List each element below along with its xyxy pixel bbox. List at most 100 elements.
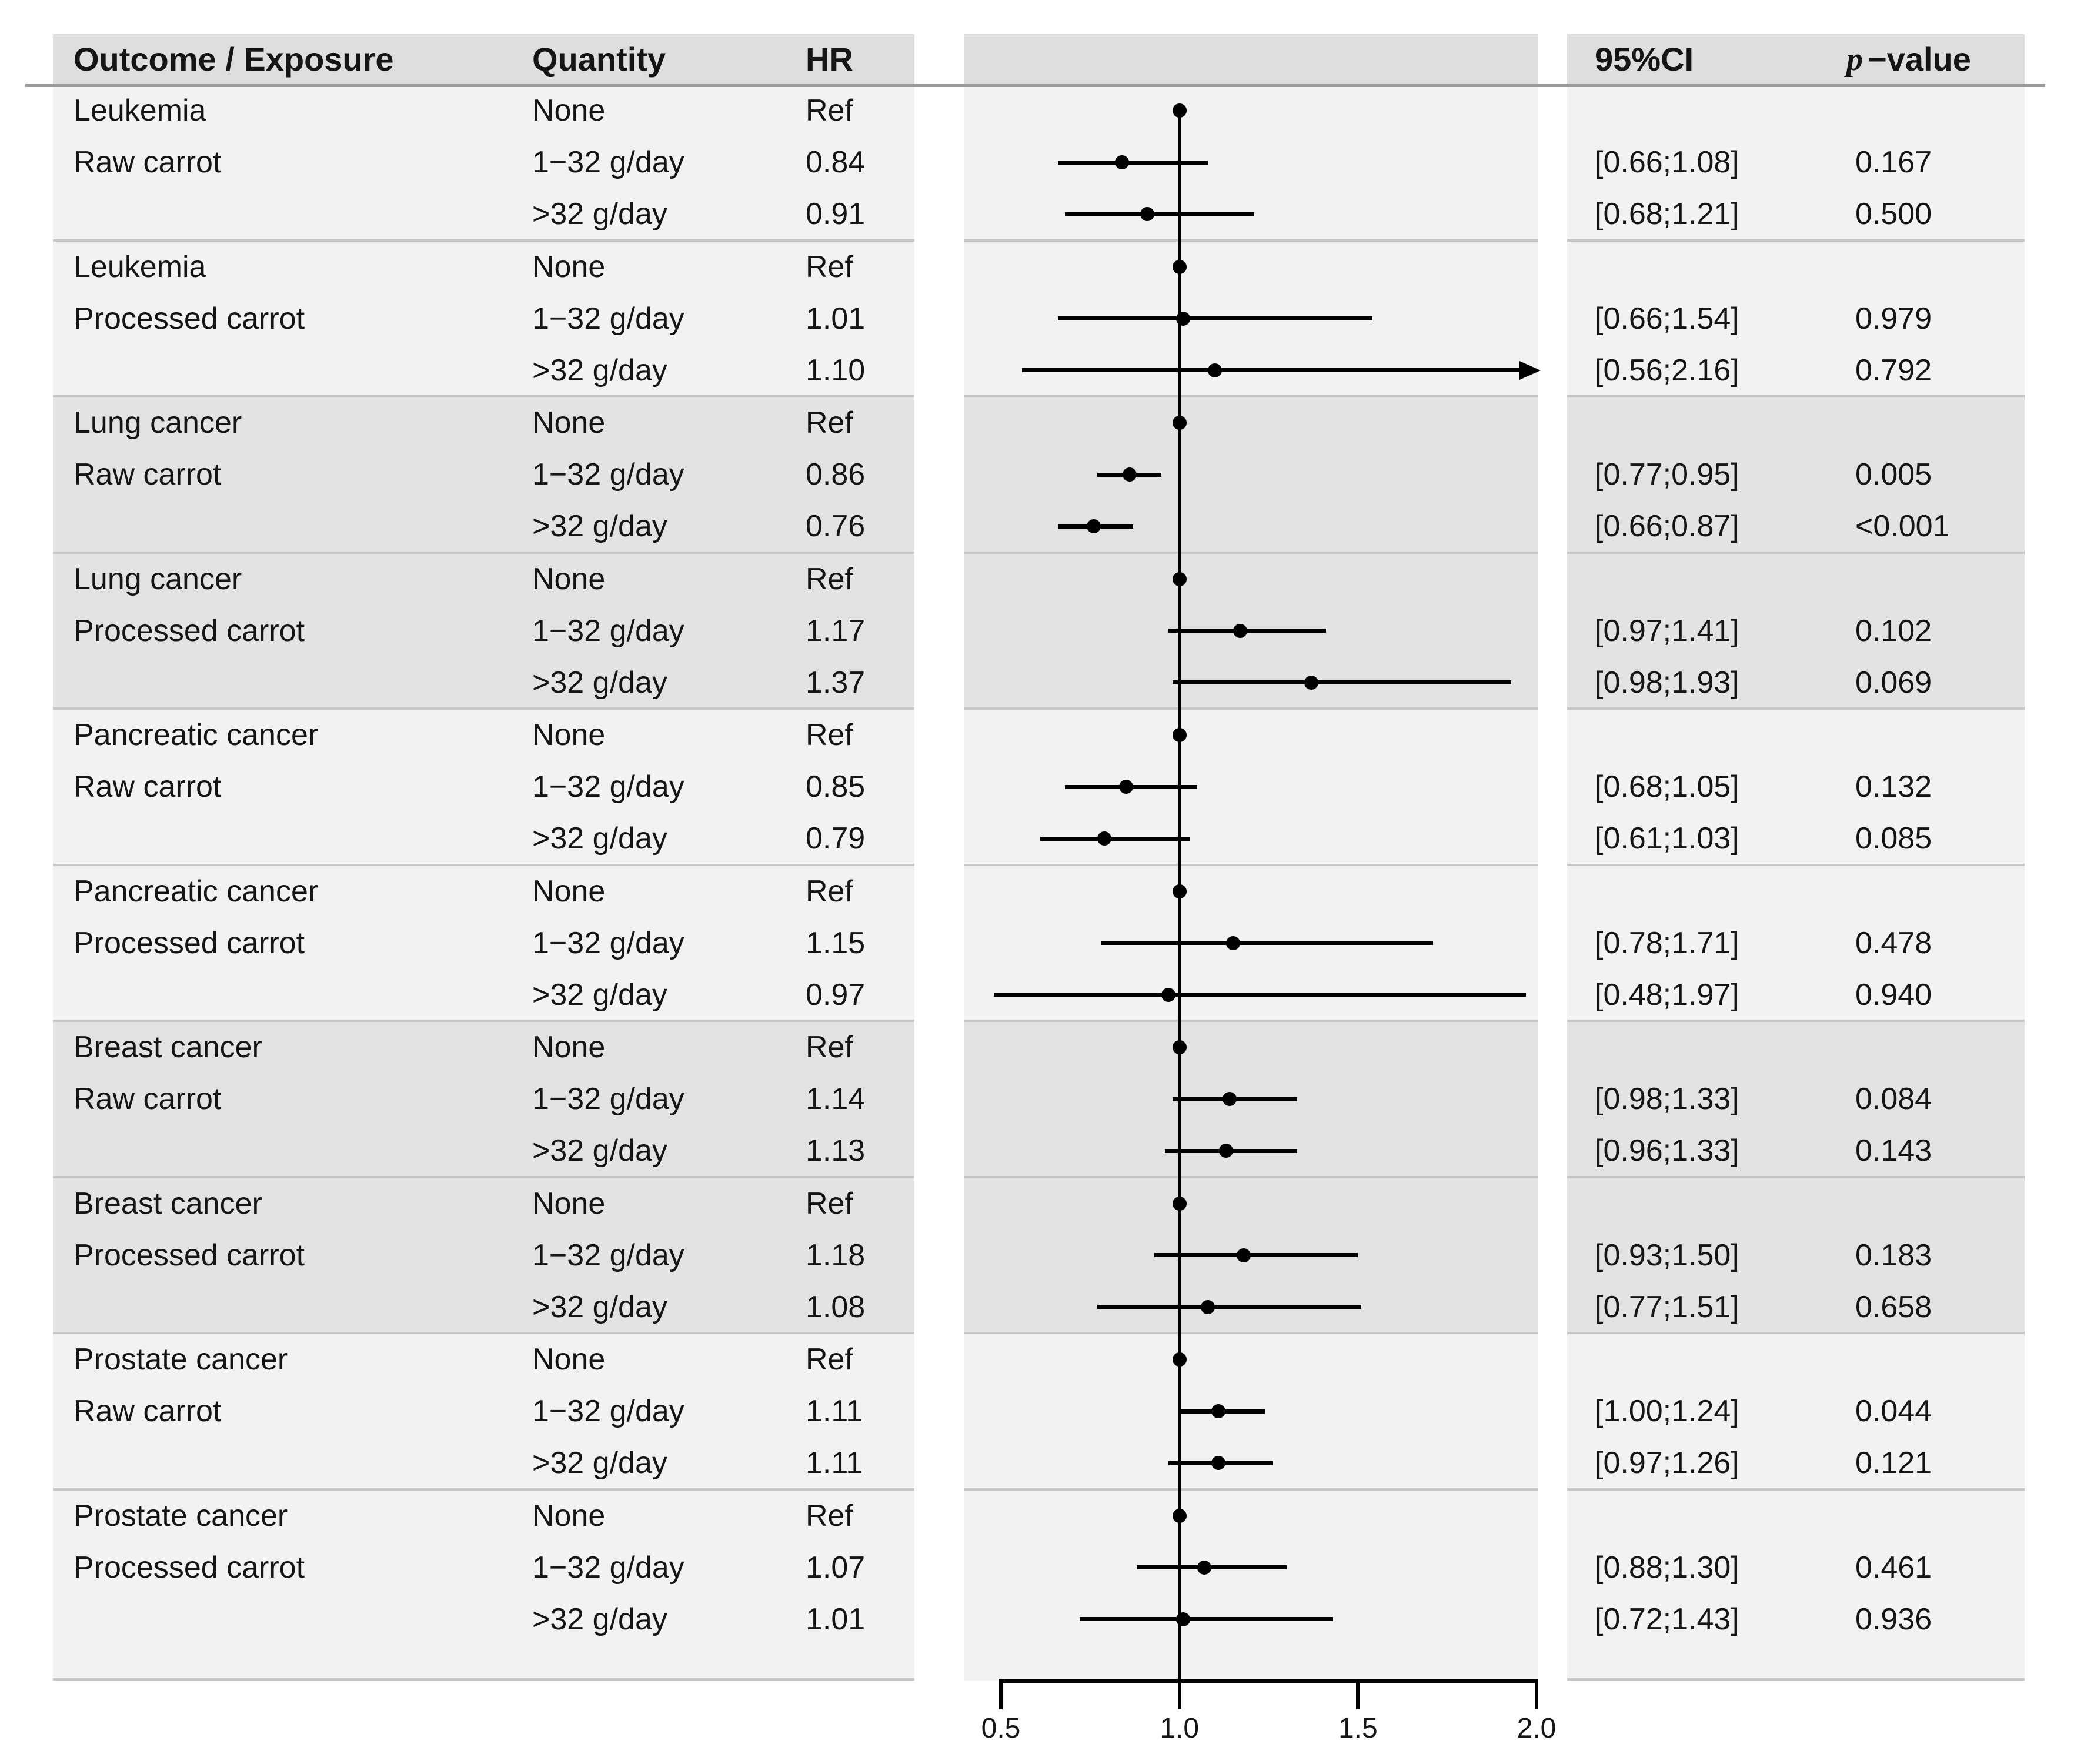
estimate-dot [1172,884,1187,898]
hr-cell: Ref [806,1186,853,1221]
outcome-label: Leukemia [74,93,206,128]
hr-cell: 1.11 [806,1394,863,1428]
exposure-label: Processed carrot [74,926,305,960]
header-band-left [53,34,914,84]
axis-tick-label: 1.0 [1160,1713,1200,1744]
quantity-cell: None [532,1342,606,1377]
p-cell: <0.001 [1855,509,1950,543]
exposure-label: Processed carrot [74,613,305,648]
ci-line [1136,1565,1287,1569]
estimate-dot [1172,728,1187,742]
column-header-ci: 95%CI [1595,41,1694,78]
hr-cell: Ref [806,406,853,440]
p-cell: 0.084 [1855,1082,1932,1116]
ci-line [1172,680,1512,684]
p-cell: 0.102 [1855,613,1932,648]
exposure-label: Raw carrot [74,1082,222,1116]
quantity-cell: >32 g/day [532,665,667,700]
estimate-dot [1172,1196,1187,1211]
ci-cell: [0.98;1.33] [1595,1082,1739,1116]
hr-cell: 0.79 [806,821,866,856]
header-underline [25,84,2045,87]
ci-cell: [0.72;1.43] [1595,1602,1739,1636]
p-cell: 0.183 [1855,1238,1932,1272]
outcome-label: Lung cancer [74,562,242,596]
outcome-label: Breast cancer [74,1030,262,1064]
quantity-cell: 1−32 g/day [532,1394,684,1428]
estimate-dot [1175,311,1190,326]
header-band-right [1567,34,2025,84]
p-cell: 0.069 [1855,665,1932,700]
quantity-cell: >32 g/day [532,1289,667,1324]
outcome-label: Prostate cancer [74,1498,288,1533]
estimate-dot [1086,519,1101,533]
quantity-cell: None [532,874,606,908]
column-header-outcome-exposure: Outcome / Exposure [74,41,394,78]
estimate-dot [1201,1299,1215,1314]
quantity-cell: >32 g/day [532,1134,667,1168]
ci-line [1168,629,1326,633]
table-bottom-rule [53,1678,914,1681]
quantity-cell: >32 g/day [532,1602,667,1636]
estimate-dot [1172,103,1187,118]
quantity-cell: 1−32 g/day [532,1082,684,1116]
outcome-label: Prostate cancer [74,1342,288,1377]
axis-tick [1356,1682,1360,1709]
hr-cell: 1.08 [806,1289,866,1324]
estimate-dot [1172,1508,1187,1523]
quantity-cell: None [532,1498,606,1533]
ci-line [1022,368,1521,372]
ci-cell: [0.68;1.21] [1595,197,1739,231]
group-separator [964,863,1538,866]
group-separator [964,239,1538,242]
header-band-panel [964,34,1538,84]
ci-cell: [0.97;1.26] [1595,1446,1739,1480]
estimate-dot [1115,155,1130,169]
axis-tick [1535,1682,1538,1709]
p-cell: 0.936 [1855,1602,1932,1636]
p-cell: 0.085 [1855,821,1932,856]
hr-cell: Ref [806,249,853,284]
group-separator [1567,1332,2025,1334]
estimate-dot [1211,1404,1226,1418]
estimate-dot [1172,416,1187,430]
hr-cell: 1.14 [806,1082,866,1116]
quantity-cell: >32 g/day [532,977,667,1012]
quantity-cell: >32 g/day [532,1446,667,1480]
outcome-band-prostate-cancer-right [1567,1333,2025,1681]
ci-cell: [0.77;0.95] [1595,457,1739,492]
hr-cell: Ref [806,1030,853,1064]
p-cell: 0.143 [1855,1134,1932,1168]
p-cell: 0.132 [1855,770,1932,804]
hr-cell: 1.07 [806,1550,866,1585]
estimate-dot [1233,623,1247,638]
estimate-dot [1172,259,1187,274]
estimate-dot [1122,467,1137,482]
hr-cell: 1.01 [806,301,866,336]
group-separator [964,1488,1538,1491]
estimate-dot [1211,1456,1226,1470]
ci-cell: [0.48;1.97] [1595,977,1739,1012]
axis-tick [1177,1682,1181,1709]
hr-cell: 1.11 [806,1446,863,1480]
group-separator [1567,707,2025,710]
estimate-dot [1218,1144,1233,1158]
ci-cell: [0.98;1.93] [1595,665,1739,700]
group-separator [53,395,914,397]
group-separator [964,395,1538,397]
hr-cell: Ref [806,93,853,128]
outcome-band-leukemia-right [1567,87,2025,396]
axis-tick-label: 2.0 [1517,1713,1557,1744]
quantity-cell: None [532,1186,606,1221]
group-separator [964,1020,1538,1022]
column-header-quantity: Quantity [532,41,666,78]
outcome-band-prostate-cancer-panel [964,1333,1538,1681]
hr-cell: 1.10 [806,353,866,387]
exposure-label: Processed carrot [74,1550,305,1585]
hr-cell: Ref [806,718,853,752]
estimate-dot [1225,936,1240,950]
hr-cell: 1.01 [806,1602,866,1636]
outcome-label: Leukemia [74,249,206,284]
ci-cell: [0.66;0.87] [1595,509,1739,543]
axis-tick-label: 0.5 [981,1713,1021,1744]
